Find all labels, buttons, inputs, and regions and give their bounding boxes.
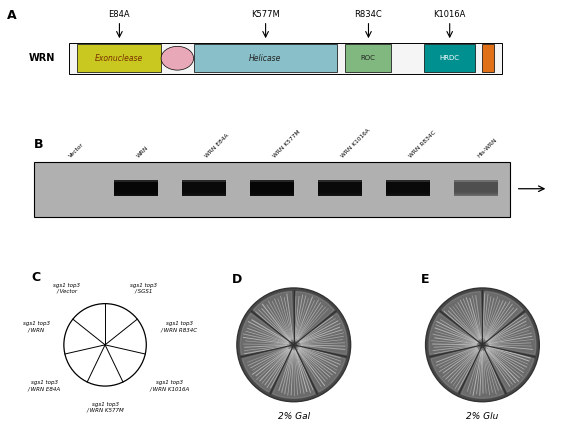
Bar [386, 180, 430, 195]
Bar [318, 180, 362, 196]
Polygon shape [484, 346, 534, 392]
Text: sgs1 top3
/ SGS1: sgs1 top3 / SGS1 [130, 283, 157, 294]
Bar [454, 180, 498, 196]
Polygon shape [431, 346, 480, 392]
Text: WRN E84A: WRN E84A [204, 133, 230, 159]
Text: E84A: E84A [109, 10, 130, 19]
Text: HRDC: HRDC [439, 55, 460, 61]
Bar [250, 180, 294, 192]
Text: K577M: K577M [251, 10, 280, 19]
Polygon shape [297, 313, 347, 355]
Text: WRN K1016A: WRN K1016A [340, 127, 371, 159]
Text: sgs1 top3
/ WRN R834C: sgs1 top3 / WRN R834C [161, 321, 198, 332]
Bar [250, 180, 294, 193]
Bar [114, 180, 158, 192]
Text: WRN: WRN [29, 53, 55, 63]
Text: A: A [7, 9, 17, 22]
Text: Vector: Vector [68, 142, 85, 159]
Text: WRN R834C: WRN R834C [408, 130, 437, 159]
Bar [182, 181, 226, 196]
Bar [318, 180, 362, 195]
Bar [250, 180, 294, 194]
Bar [318, 180, 362, 194]
Text: K1016A: K1016A [434, 10, 466, 19]
Circle shape [426, 288, 539, 402]
Bar [345, 44, 391, 72]
Ellipse shape [161, 46, 194, 70]
Polygon shape [483, 292, 523, 342]
Polygon shape [442, 292, 482, 342]
Bar [194, 44, 337, 72]
Text: sgs1 top3
/ WRN E84A: sgs1 top3 / WRN E84A [28, 380, 60, 391]
Polygon shape [486, 313, 536, 355]
Bar [34, 162, 510, 217]
Polygon shape [253, 292, 294, 342]
Text: R834C: R834C [355, 10, 382, 19]
Bar [69, 43, 502, 74]
Polygon shape [461, 349, 503, 398]
Bar [250, 180, 294, 195]
Bar [114, 180, 158, 193]
Text: sgs1 top3
/ WRN K1016A: sgs1 top3 / WRN K1016A [150, 380, 190, 391]
Bar [386, 181, 430, 196]
Text: WRN: WRN [136, 145, 150, 159]
Text: 2% Gal: 2% Gal [278, 412, 310, 421]
Polygon shape [429, 313, 479, 355]
Bar [386, 180, 430, 196]
Bar [250, 180, 294, 196]
Bar [454, 180, 498, 194]
Bar [454, 180, 498, 193]
Bar [182, 180, 226, 195]
Polygon shape [240, 313, 290, 355]
Bar [114, 180, 158, 195]
Bar [114, 181, 158, 196]
Bar [182, 180, 226, 194]
Bar [250, 181, 294, 196]
Text: B: B [34, 138, 43, 151]
Bar [114, 180, 158, 196]
Bar [318, 180, 362, 193]
Bar [386, 180, 430, 192]
Bar [454, 180, 498, 192]
Circle shape [237, 288, 351, 402]
Text: sgs1 top3
/ Vector: sgs1 top3 / Vector [54, 283, 81, 294]
Bar [482, 44, 494, 72]
Bar [182, 180, 226, 193]
Text: D: D [232, 273, 242, 286]
Bar [454, 180, 498, 195]
Text: ROC: ROC [361, 55, 376, 61]
Polygon shape [294, 292, 334, 342]
Text: E: E [420, 273, 429, 286]
Bar [318, 181, 362, 196]
Bar [182, 180, 226, 192]
Bar [182, 180, 226, 196]
Text: sgs1 top3
/ WRN K577M: sgs1 top3 / WRN K577M [86, 402, 124, 413]
Bar [114, 180, 158, 194]
Bar [386, 180, 430, 194]
Polygon shape [295, 346, 346, 392]
Polygon shape [242, 346, 292, 392]
Text: His-WRN: His-WRN [476, 137, 498, 159]
Bar [386, 180, 430, 193]
Text: Exonuclease: Exonuclease [95, 54, 143, 63]
Text: sgs1 top3
/ WRN: sgs1 top3 / WRN [22, 321, 50, 332]
Bar [318, 180, 362, 192]
Bar [77, 44, 161, 72]
Text: 2% Glu: 2% Glu [466, 412, 499, 421]
Text: Helicase: Helicase [249, 54, 282, 63]
Bar [454, 181, 498, 196]
Bar [424, 44, 475, 72]
Polygon shape [272, 349, 315, 398]
Text: C: C [32, 271, 41, 285]
Text: WRN K577M: WRN K577M [272, 129, 301, 159]
